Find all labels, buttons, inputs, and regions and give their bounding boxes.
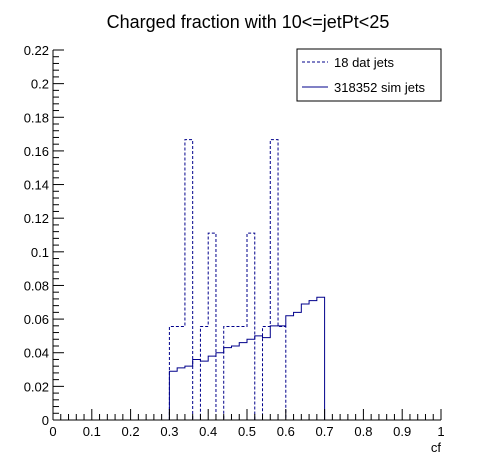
- axes-layer: 0 0.1 0.2 0.3 0.4 0.5 0.6 0.7 0.8 0.9 1 0 0.02 0.04 0.…: [24, 43, 445, 439]
- x-axis-label: cf: [431, 440, 442, 455]
- series-0-hist: [168, 139, 287, 421]
- y-tick-label: 0.2: [31, 77, 49, 92]
- x-tick-label: 0: [49, 424, 56, 439]
- x-tick-label: 0.1: [83, 424, 101, 439]
- y-tick-label: 0.16: [24, 144, 49, 159]
- x-tick-label: 0.2: [122, 424, 140, 439]
- series-layer: [168, 139, 326, 421]
- y-tick-label: 0.12: [24, 211, 49, 226]
- x-tick-label: 0.8: [354, 424, 372, 439]
- x-tick-label: 0.4: [199, 424, 217, 439]
- y-tick-label: 0.02: [24, 379, 49, 394]
- y-tick-label: 0.04: [24, 346, 49, 361]
- x-tick-label: 0.6: [277, 424, 295, 439]
- y-tick-label: 0.22: [24, 43, 49, 58]
- series-1-hist: [168, 296, 326, 420]
- x-tick-label: 0.7: [316, 424, 334, 439]
- y-tick-label: 0.14: [24, 178, 49, 193]
- y-tick-label: 0.1: [31, 245, 49, 260]
- x-tick-label: 0.3: [160, 424, 178, 439]
- legend: 18 dat jets 318352 sim jets: [296, 48, 442, 102]
- chart-title: Charged fraction with 10<=jetPt<25: [107, 12, 390, 32]
- legend-label-sim: 318352 sim jets: [334, 80, 426, 95]
- legend-label-dat: 18 dat jets: [334, 55, 394, 70]
- legend-box: [296, 48, 442, 102]
- y-tick-label: 0.08: [24, 278, 49, 293]
- x-tick-label: 1: [437, 424, 444, 439]
- y-tick-label: 0: [42, 413, 49, 428]
- x-tick-label: 0.9: [393, 424, 411, 439]
- y-tick-label: 0.18: [24, 110, 49, 125]
- x-tick-label: 0.5: [238, 424, 256, 439]
- y-tick-label: 0.06: [24, 312, 49, 327]
